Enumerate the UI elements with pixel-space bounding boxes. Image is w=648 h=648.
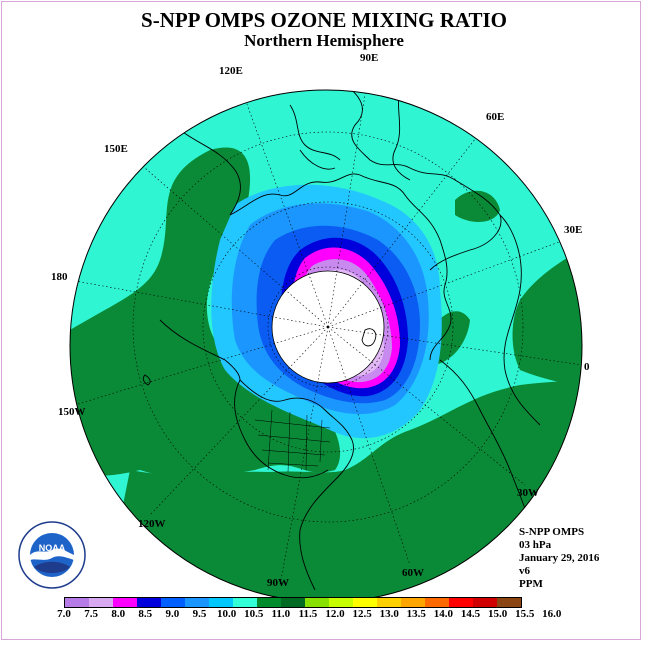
color-scale-bar <box>64 597 522 608</box>
color-scale-segment <box>497 598 521 607</box>
lon-label-60w: 60W <box>402 567 424 579</box>
lon-label-90w: 90W <box>267 577 289 589</box>
color-scale-tick-label: 15.0 <box>487 608 508 620</box>
color-scale-tick-label: 13.0 <box>379 608 399 620</box>
color-scale-tick-label: 11.0 <box>271 608 291 620</box>
color-scale-tick-label: 7.5 <box>84 608 98 620</box>
map-title: S-NPP OMPS OZONE MIXING RATIO <box>141 8 507 32</box>
lon-label-30w: 30W <box>517 487 539 499</box>
lon-label-60e: 60E <box>486 111 504 123</box>
info-level: 03 hPa <box>519 539 552 551</box>
color-scale-segment <box>233 598 257 607</box>
lon-label-150e: 150E <box>104 143 128 155</box>
color-scale-segment <box>281 598 305 607</box>
color-scale-tick-label: 7.0 <box>57 608 71 620</box>
coastlines <box>142 90 541 591</box>
color-scale-tick-label: 12.0 <box>325 608 345 620</box>
lon-label-180: 180 <box>51 271 68 283</box>
color-scale-tick-label: 9.0 <box>165 608 180 620</box>
color-scale-tick-label: 15.5 <box>515 608 535 620</box>
color-scale-segment <box>377 598 401 607</box>
info-version: v6 <box>519 565 530 577</box>
color-scale-tick-label: 8.5 <box>138 608 153 620</box>
color-scale-segment <box>65 598 89 607</box>
color-scale-tick-label: 14.5 <box>460 608 481 620</box>
color-scale-tick-label: 10.5 <box>244 608 264 620</box>
noaa-logo-text: NOAA <box>39 543 66 553</box>
color-scale-tick-label: 11.5 <box>298 608 318 620</box>
color-scale-segment <box>401 598 425 607</box>
lon-label-0: 0 <box>584 361 590 373</box>
color-scale-segment <box>449 598 473 607</box>
color-scale-segment <box>353 598 377 607</box>
color-scale-tick-label: 9.5 <box>192 608 207 620</box>
info-date: January 29, 2016 <box>519 552 600 564</box>
color-scale-segment <box>305 598 329 607</box>
lon-label-150w: 150W <box>58 406 86 418</box>
lon-label-30e: 30E <box>564 224 582 236</box>
color-scale-segment <box>257 598 281 607</box>
color-scale-segment <box>185 598 209 607</box>
color-scale-segment <box>329 598 353 607</box>
color-scale-segment <box>473 598 497 607</box>
color-scale-segment <box>425 598 449 607</box>
info-units: PPM <box>519 578 543 590</box>
lon-label-120w: 120W <box>138 518 166 530</box>
color-scale-segment <box>137 598 161 607</box>
color-scale-segment <box>161 598 185 607</box>
color-scale-tick-label: 16.0 <box>542 608 562 620</box>
color-scale-tick-label: 13.5 <box>406 608 426 620</box>
color-scale-labels: 7.0 7.5 8.0 8.5 9.0 9.5 10.0 10.5 11.0 11.5 12.0 12… <box>0 608 648 622</box>
map-subtitle: Northern Hemisphere <box>244 31 404 50</box>
color-scale-segment <box>209 598 233 607</box>
ozone-contour-11-0-patch <box>455 190 500 222</box>
graticule <box>70 90 582 586</box>
noaa-logo: NOAA <box>18 521 86 589</box>
color-scale-segment <box>113 598 137 607</box>
color-scale-segment <box>89 598 113 607</box>
color-scale-tick-label: 12.5 <box>352 608 372 620</box>
info-instrument: S-NPP OMPS <box>519 526 585 538</box>
lon-label-90e: 90E <box>360 52 378 64</box>
color-scale-tick-label: 14.0 <box>433 608 454 620</box>
lon-label-120e: 120E <box>219 65 243 77</box>
color-scale-tick-label: 8.0 <box>111 608 126 620</box>
page-frame <box>1 1 641 640</box>
color-scale-tick-label: 10.0 <box>216 608 237 620</box>
state-boundaries <box>254 409 331 473</box>
